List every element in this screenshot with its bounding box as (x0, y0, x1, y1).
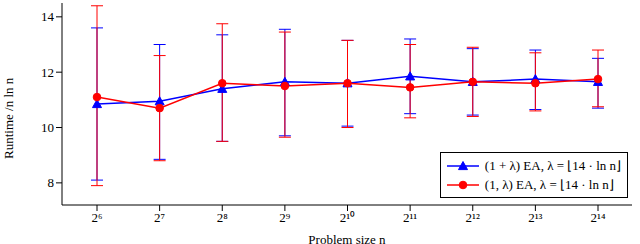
svg-text:2⁹: 2⁹ (279, 210, 291, 225)
svg-text:2¹²: 2¹² (466, 210, 480, 225)
svg-text:2¹⁰: 2¹⁰ (340, 210, 355, 225)
svg-text:Runtime /n ln n: Runtime /n ln n (8, 77, 16, 159)
svg-text:2¹¹: 2¹¹ (403, 210, 417, 225)
svg-text:10: 10 (41, 120, 54, 135)
html-text:(1, λ) EA, λ = ⌊14 · ln n⌋: (1, λ) EA, λ = ⌊14 · ln n⌋ (484, 177, 614, 192)
svg-text:12: 12 (41, 65, 54, 80)
svg-text:2⁶: 2⁶ (91, 210, 102, 225)
svg-text:8: 8 (48, 175, 55, 190)
svg-text:2⁸: 2⁸ (217, 210, 229, 225)
svg-text:14: 14 (41, 9, 55, 24)
svg-text:Problem size n: Problem size n (308, 232, 386, 244)
svg-text:2¹³: 2¹³ (528, 210, 542, 225)
svg-text:2¹⁴: 2¹⁴ (591, 210, 606, 225)
html-text:(1 + λ) EA, λ = ⌊14 · ln n⌋: (1 + λ) EA, λ = ⌊14 · ln n⌋ (484, 158, 621, 173)
svg-text:2⁷: 2⁷ (154, 210, 165, 225)
